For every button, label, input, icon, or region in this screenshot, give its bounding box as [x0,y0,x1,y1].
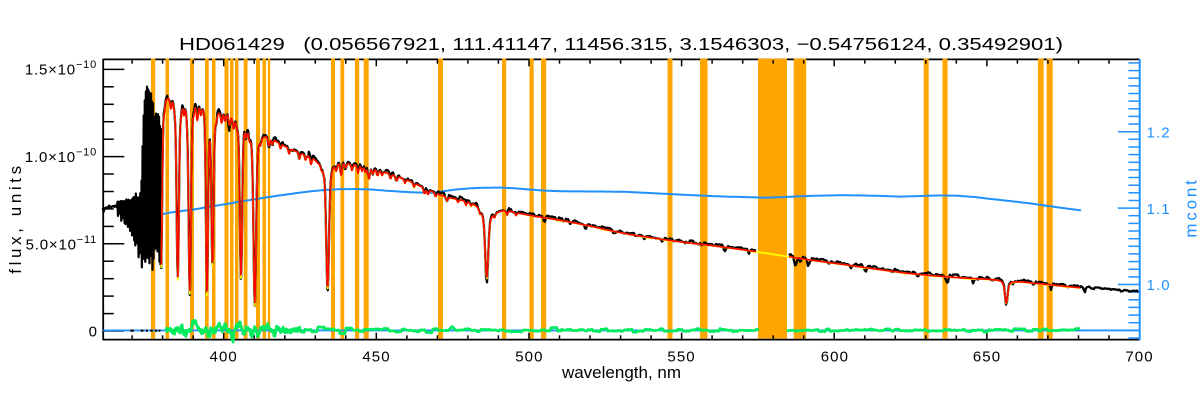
svg-text:500: 500 [515,349,543,366]
svg-text:wavelength, nm: wavelength, nm [561,363,681,382]
svg-text:450: 450 [362,349,390,366]
svg-text:1.0: 1.0 [1147,277,1171,294]
svg-text:HD061429 (0.056567921, 111.4: HD061429 (0.056567921, 111.41147, 11456.… [179,34,1063,54]
svg-text:650: 650 [973,349,1001,366]
svg-text:flux, units: flux, units [6,162,25,273]
svg-text:600: 600 [821,349,849,366]
svg-text:mcont: mcont [1182,177,1200,237]
svg-text:1.2: 1.2 [1147,125,1171,142]
svg-text:0: 0 [89,324,97,341]
svg-text:400: 400 [210,349,238,366]
svg-text:1.1: 1.1 [1147,201,1171,218]
svg-text:700: 700 [1125,349,1153,366]
